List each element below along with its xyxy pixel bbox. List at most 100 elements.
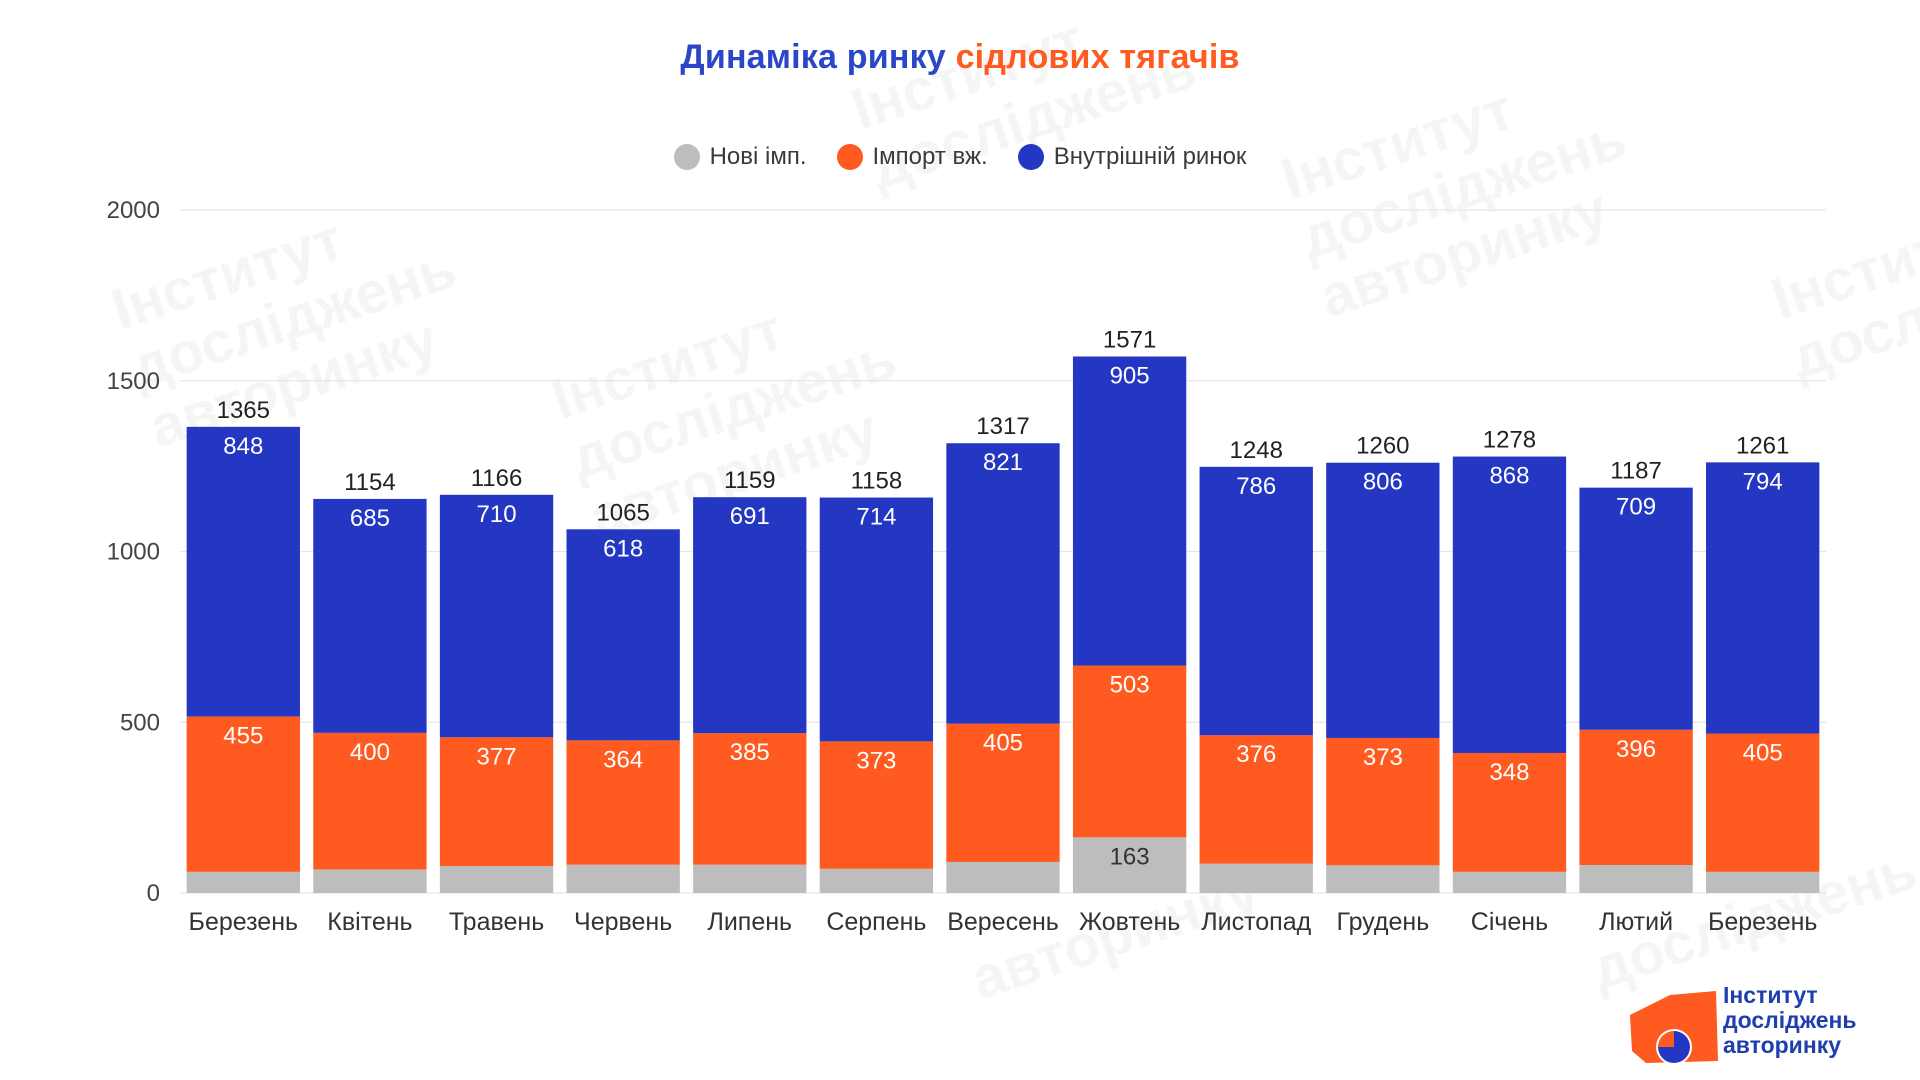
x-tick-label: Вересень bbox=[947, 908, 1059, 936]
bar-segment-new-import bbox=[819, 868, 934, 893]
total-label: 1065 bbox=[596, 499, 649, 526]
data-label: 806 bbox=[1363, 469, 1403, 496]
circle-orange-icon bbox=[836, 144, 863, 170]
data-label: 373 bbox=[1363, 744, 1403, 771]
legend-item-used-import: Імпорт вж. bbox=[836, 143, 988, 171]
data-label: 714 bbox=[856, 504, 896, 531]
legend-label: Внутрішній ринок bbox=[1053, 143, 1247, 170]
total-label: 1261 bbox=[1736, 432, 1789, 459]
legend: Нові імп. Імпорт вж. Внутрішній ринок bbox=[0, 143, 1920, 171]
data-label: 376 bbox=[1236, 741, 1276, 768]
data-label: 691 bbox=[730, 503, 770, 530]
data-label: 455 bbox=[223, 722, 263, 749]
data-label: 385 bbox=[730, 739, 770, 766]
data-label: 364 bbox=[603, 746, 643, 773]
bar-segment-domestic bbox=[819, 497, 934, 742]
y-tick-label: 1500 bbox=[107, 368, 160, 395]
bar-segment-used-import bbox=[313, 732, 427, 870]
x-tick-label: Листопад bbox=[1201, 908, 1311, 936]
bar-segment-new-import bbox=[1326, 865, 1440, 893]
bar-segment-new-import bbox=[693, 864, 807, 893]
bar-segment-used-import bbox=[439, 737, 554, 867]
bar-segment-domestic bbox=[1326, 462, 1440, 738]
bar-segment-new-import bbox=[566, 864, 680, 893]
y-tick-label: 500 bbox=[120, 709, 160, 736]
bar-segment-used-import bbox=[1706, 733, 1820, 872]
logo-line-1: Інститут bbox=[1723, 982, 1818, 1008]
y-tick-label: 2000 bbox=[107, 197, 160, 224]
total-label: 1365 bbox=[217, 397, 270, 424]
title-part-1: Динаміка ринку bbox=[680, 38, 946, 76]
bar-segment-domestic bbox=[566, 529, 680, 741]
logo-line-2: досліджень bbox=[1723, 1007, 1857, 1033]
data-label: 868 bbox=[1489, 463, 1529, 490]
bar-segment-used-import bbox=[693, 733, 807, 865]
bar-segment-domestic bbox=[1706, 462, 1820, 734]
bar-segment-used-import bbox=[1072, 665, 1187, 838]
bar-segment-domestic bbox=[1579, 487, 1693, 730]
data-label: 794 bbox=[1743, 468, 1783, 495]
total-label: 1187 bbox=[1610, 458, 1662, 485]
data-label: 786 bbox=[1236, 473, 1276, 500]
bar-segment-new-import bbox=[1579, 864, 1693, 893]
x-tick-label: Січень bbox=[1471, 908, 1548, 936]
x-tick-label: Травень bbox=[449, 908, 544, 936]
data-label: 400 bbox=[350, 739, 390, 766]
data-label: 503 bbox=[1110, 672, 1150, 699]
total-label: 1166 bbox=[471, 465, 523, 492]
bar-segment-new-import bbox=[1199, 863, 1313, 893]
data-label: 821 bbox=[983, 449, 1023, 476]
bar-segment-used-import bbox=[946, 723, 1060, 862]
data-label: 396 bbox=[1616, 736, 1656, 763]
data-label: 618 bbox=[603, 535, 643, 562]
bar-segment-new-import bbox=[313, 869, 427, 893]
bar-segment-new-import bbox=[1452, 871, 1567, 893]
data-label: 405 bbox=[983, 730, 1023, 757]
bar-segment-new-import bbox=[946, 861, 1060, 893]
legend-item-new-import: Нові імп. bbox=[673, 143, 807, 171]
bar-segment-domestic bbox=[313, 498, 427, 733]
bar-segment-used-import bbox=[1452, 752, 1567, 872]
x-tick-label: Жовтень bbox=[1079, 908, 1180, 936]
y-tick-label: 1000 bbox=[107, 539, 160, 566]
data-label: 709 bbox=[1616, 494, 1656, 521]
data-label: 848 bbox=[223, 433, 263, 460]
data-label: 685 bbox=[350, 505, 390, 532]
bar-segment-domestic bbox=[439, 494, 554, 738]
title-part-2: сідлових тягачів bbox=[955, 38, 1240, 76]
bar-segment-domestic bbox=[946, 443, 1060, 724]
bar-segment-new-import bbox=[439, 866, 554, 893]
bar-segment-domestic bbox=[1199, 466, 1313, 736]
total-label: 1154 bbox=[344, 469, 396, 496]
x-tick-label: Серпень bbox=[826, 908, 926, 936]
x-tick-label: Червень bbox=[574, 908, 672, 936]
total-label: 1278 bbox=[1483, 427, 1536, 454]
data-label: 348 bbox=[1489, 759, 1529, 786]
logo-line-3: авторинку bbox=[1723, 1032, 1842, 1058]
bar-segment-domestic bbox=[1452, 456, 1567, 753]
total-label: 1159 bbox=[724, 467, 776, 494]
circle-blue-icon bbox=[1017, 144, 1044, 170]
bar-segment-used-import bbox=[1199, 735, 1313, 864]
x-tick-label: Лютий bbox=[1599, 908, 1673, 936]
total-label: 1260 bbox=[1356, 433, 1409, 460]
legend-label: Імпорт вж. bbox=[872, 143, 988, 170]
data-label: 905 bbox=[1110, 363, 1150, 390]
data-label: 377 bbox=[477, 743, 517, 770]
data-label: 405 bbox=[1743, 740, 1783, 767]
bar-segment-domestic bbox=[186, 426, 300, 717]
chart-title: Динаміка ринку сідлових тягачів bbox=[0, 38, 1920, 77]
y-tick-label: 0 bbox=[147, 880, 160, 907]
legend-label: Нові імп. bbox=[709, 143, 807, 170]
bar-segment-used-import bbox=[1579, 729, 1693, 865]
bar-segment-new-import bbox=[1706, 871, 1820, 893]
x-tick-label: Грудень bbox=[1336, 908, 1429, 936]
total-label: 1317 bbox=[976, 413, 1029, 440]
x-tick-label: Липень bbox=[707, 908, 792, 936]
x-tick-label: Квітень bbox=[327, 908, 412, 936]
legend-item-domestic: Внутрішній ринок bbox=[1017, 143, 1247, 171]
bar-segment-used-import bbox=[186, 716, 300, 872]
x-tick-label: Березень bbox=[189, 908, 299, 936]
bar-segment-used-import bbox=[819, 741, 934, 869]
